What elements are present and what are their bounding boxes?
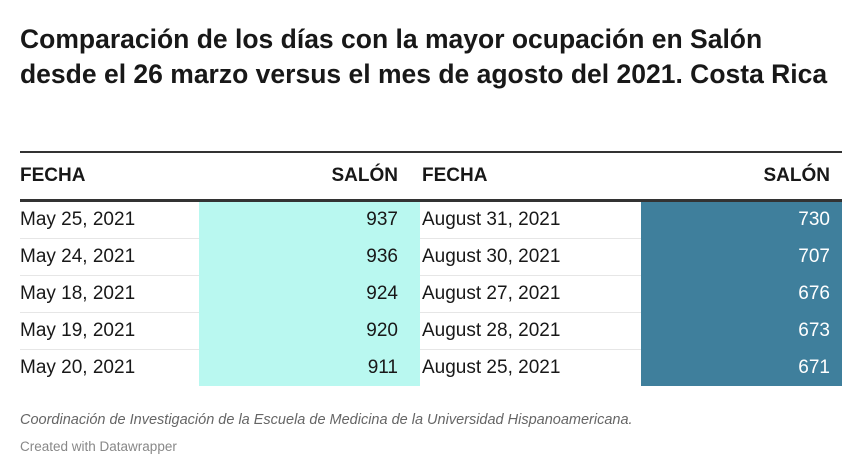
data-table: FECHA SALÓN FECHA SALÓN May 25, 2021 937 A… <box>20 153 842 386</box>
cell-salon-1: 937 <box>199 200 420 239</box>
cell-salon-2: 671 <box>641 349 842 386</box>
table-header-row: FECHA SALÓN FECHA SALÓN <box>20 153 842 202</box>
cell-salon-1: 920 <box>199 312 420 350</box>
header-fecha-2: FECHA <box>420 153 641 202</box>
cell-salon-2: 707 <box>641 238 842 276</box>
cell-fecha-1: May 25, 2021 <box>20 200 199 239</box>
header-salon-1: SALÓN <box>199 153 420 202</box>
cell-salon-1: 911 <box>199 349 420 386</box>
chart-title: Comparación de los días con la mayor ocu… <box>20 24 828 89</box>
cell-fecha-2: August 30, 2021 <box>420 238 641 276</box>
cell-fecha-2: August 28, 2021 <box>420 312 641 350</box>
cell-salon-1: 936 <box>199 238 420 276</box>
header-salon-2: SALÓN <box>641 153 842 202</box>
table-row: May 25, 2021 937 August 31, 2021 730 <box>20 200 842 239</box>
cell-fecha-1: May 24, 2021 <box>20 238 199 276</box>
source-note: Coordinación de Investigación de la Escu… <box>20 412 633 428</box>
cell-fecha-1: May 18, 2021 <box>20 275 199 313</box>
header-fecha-1: FECHA <box>20 153 199 202</box>
table-top-rule <box>20 151 842 153</box>
cell-fecha-1: May 20, 2021 <box>20 357 136 378</box>
cell-fecha-2: August 27, 2021 <box>420 275 641 313</box>
table-row: May 20, 2021 911 August 25, 2021 671 <box>20 349 842 386</box>
cell-fecha-2: August 31, 2021 <box>420 200 641 239</box>
table-body: May 25, 2021 937 August 31, 2021 730 May 24,… <box>20 200 842 386</box>
cell-fecha-2: August 25, 2021 <box>422 357 561 378</box>
cell-salon-1: 924 <box>199 275 420 313</box>
cell-salon-2: 730 <box>641 200 842 239</box>
table-row: May 19, 2021 920 August 28, 2021 673 <box>20 312 842 350</box>
credit-note: Created with Datawrapper <box>20 439 177 454</box>
cell-fecha-1: May 19, 2021 <box>20 312 199 350</box>
cell-salon-2: 676 <box>641 275 842 313</box>
cell-salon-2: 673 <box>641 312 842 350</box>
table-row: May 24, 2021 936 August 30, 2021 707 <box>20 238 842 276</box>
table-row: May 18, 2021 924 August 27, 2021 676 <box>20 275 842 313</box>
